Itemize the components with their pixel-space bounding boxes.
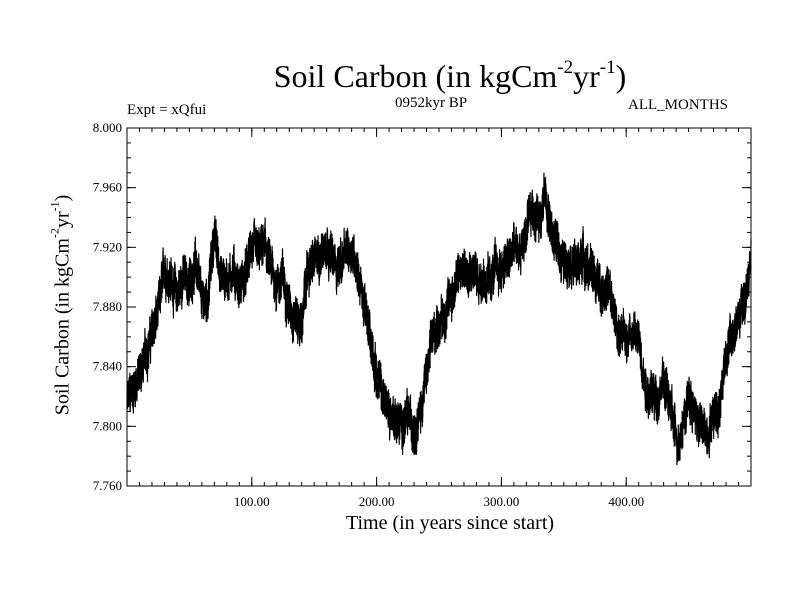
y-axis: 7.760 7.800 7.840 7.880 7.920 7.960 8.000 xyxy=(93,120,751,493)
ylabel-text: Soil Carbon (in kgCm xyxy=(51,238,74,416)
subtitle-months: ALL_MONTHS xyxy=(628,97,728,113)
x-tick-label: 300.00 xyxy=(484,494,520,509)
subtitle-period: 0952kyr BP xyxy=(395,95,468,111)
title-unit: yr xyxy=(573,58,600,94)
y-tick-label: 7.920 xyxy=(93,239,122,254)
x-axis-label: Time (in years since start) xyxy=(345,512,555,534)
y-tick-label: 7.800 xyxy=(93,418,122,433)
y-tick-label: 7.840 xyxy=(93,359,122,374)
x-tick-label: 400.00 xyxy=(608,494,644,509)
y-axis-label: Soil Carbon (in kgCm-2yr-1) xyxy=(47,195,75,416)
x-tick-label: 200.00 xyxy=(359,494,395,509)
subtitle-experiment: Expt = xQfui xyxy=(127,102,207,118)
title-exponent-1: -2 xyxy=(557,57,574,79)
y-tick-label: 7.880 xyxy=(93,299,122,314)
title-close-paren: ) xyxy=(615,58,627,94)
x-axis: 100.00 200.00 300.00 400.00 xyxy=(138,128,740,509)
chart-title: Soil Carbon (in kgCm-2yr-1) xyxy=(200,57,700,95)
x-tick-label: 100.00 xyxy=(234,494,270,509)
ylabel-unit: yr xyxy=(51,211,74,229)
series-line-soil-carbon xyxy=(126,172,752,466)
title-exponent-2: -1 xyxy=(599,57,616,79)
y-tick-label: 7.960 xyxy=(93,180,122,195)
ylabel-exponent-1: -2 xyxy=(47,228,62,239)
y-tick-label: 8.000 xyxy=(93,120,122,135)
plot-frame xyxy=(126,127,752,487)
y-tick-label: 7.760 xyxy=(93,478,122,493)
title-text: Soil Carbon (in kgCm xyxy=(273,58,558,94)
ylabel-exponent-2: -1 xyxy=(47,201,62,212)
